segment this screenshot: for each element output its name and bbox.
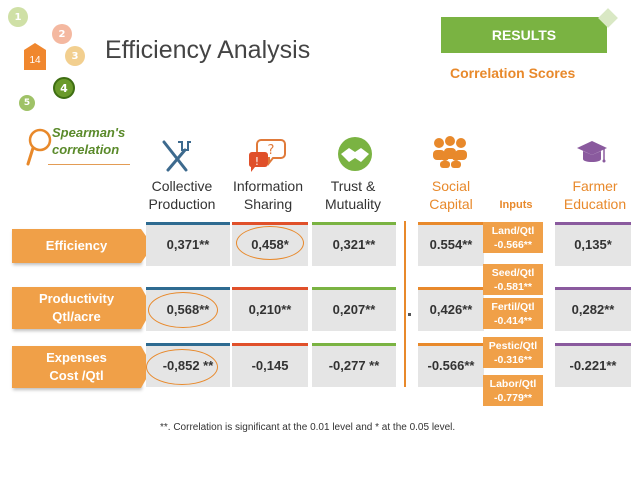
divider — [48, 164, 130, 165]
column-header-farmer-education: Farmer Education — [563, 178, 627, 212]
footnote: **. Correlation is significant at the 0.… — [160, 422, 456, 433]
tools-icon — [158, 138, 194, 174]
method-label: Spearman's correlation — [52, 125, 126, 157]
column-header-collective-production: Collective Production — [148, 178, 216, 212]
row-label-efficiency: Efficiency — [12, 229, 153, 263]
magnifier-icon — [26, 128, 52, 168]
cell-efficiency-education: 0,135* — [555, 222, 631, 266]
highlight-ellipse — [146, 349, 218, 385]
bracket-divider — [400, 221, 406, 387]
highlight-ellipse — [236, 226, 304, 260]
input-tag-labor: Labor/Qtl -0.779** — [483, 375, 543, 406]
speech-bubble-icon: ? ! — [245, 136, 287, 174]
cell-efficiency-collective: 0,371** — [146, 222, 230, 266]
input-tag-fertil: Fertil/Qtl -0.414** — [483, 298, 543, 329]
bracket-tick — [408, 313, 411, 316]
cell-expenses-information: -0,145 — [232, 343, 308, 387]
cell-expenses-social-capital: -0.566** — [418, 343, 484, 387]
page-number: 14 — [24, 50, 46, 70]
column-header-social-capital: Social Capital — [429, 178, 473, 212]
cell-efficiency-trust: 0,321** — [312, 222, 396, 266]
cell-efficiency-social-capital: 0.554** — [418, 222, 484, 266]
column-header-information-sharing: Information Sharing — [232, 178, 304, 212]
step-1[interactable]: 1 — [8, 7, 28, 27]
highlight-ellipse — [148, 292, 218, 328]
section-subtitle: Correlation Scores — [450, 65, 576, 81]
input-tag-land: Land/Qtl -0.566** — [483, 222, 543, 253]
step-2[interactable]: 2 — [52, 24, 72, 44]
graduation-cap-icon — [575, 138, 609, 170]
people-icon — [430, 135, 470, 169]
svg-text:?: ? — [268, 143, 275, 158]
cell-productivity-trust: 0,207** — [312, 287, 396, 331]
results-banner: RESULTS — [441, 17, 607, 53]
svg-text:!: ! — [255, 155, 259, 168]
cell-productivity-social-capital: 0,426** — [418, 287, 484, 331]
row-label-productivity: Productivity Qtl/acre — [12, 287, 153, 329]
cell-expenses-trust: -0,277 ** — [312, 343, 396, 387]
input-tag-seed: Seed/Qtl -0.581** — [483, 264, 543, 295]
step-3[interactable]: 3 — [65, 46, 85, 66]
step-4-current[interactable]: 4 — [53, 77, 75, 99]
row-label-expenses: Expenses Cost /Qtl — [12, 346, 153, 388]
step-5[interactable]: 5 — [19, 95, 35, 111]
cell-productivity-education: 0,282** — [555, 287, 631, 331]
input-tag-pestic: Pestic/Qtl -0.316** — [483, 337, 543, 368]
handshake-icon — [335, 136, 375, 172]
page-title: Efficiency Analysis — [105, 36, 311, 64]
cell-expenses-education: -0.221** — [555, 343, 631, 387]
column-header-trust-mutuality: Trust & Mutuality — [324, 178, 382, 212]
column-header-inputs: Inputs — [499, 199, 533, 211]
cell-productivity-information: 0,210** — [232, 287, 308, 331]
